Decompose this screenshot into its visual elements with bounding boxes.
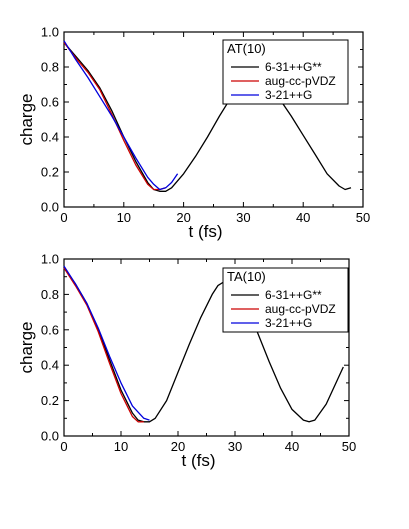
x-tick-label: 10 [114,439,128,454]
series-line-1 [63,267,344,423]
series-line-3 [63,265,150,421]
legend-label-1: 6-31++G** [265,288,322,302]
x-axis-label: t (fs) [182,451,216,470]
x-tick-label: 50 [342,439,356,454]
series-line-1 [63,42,352,192]
x-tick-label: 0 [60,439,67,454]
y-tick-label: 0.0 [41,429,59,444]
series-line-3 [63,40,179,191]
series-line-2 [63,267,144,423]
series-line-2 [63,42,166,191]
legend-box [222,39,349,105]
y-tick-label: 0.6 [41,322,59,337]
x-tick-label: 50 [356,210,370,225]
x-tick-label: 30 [228,439,242,454]
x-tick-label: 20 [171,439,185,454]
y-tick-label: 0.4 [41,358,59,373]
panel-ta10: 0 10 20 30 40 50 0.0 0.2 0.4 0.6 0.8 1.0 t (fs) charg… [17,252,356,471]
y-tick-label: 0.6 [41,95,59,110]
panel-at10: 0 10 20 30 40 50 0.0 0.2 0.4 0.6 0.8 1.0 t (fs) charg… [17,25,370,242]
legend-label-2: aug-cc-pVDZ [265,302,336,316]
legend-label-3: 3-21++G [265,316,312,330]
x-tick-label: 40 [285,439,299,454]
legend-label-2: aug-cc-pVDZ [265,74,336,88]
y-tick-label: 1.0 [41,25,59,40]
x-tick-label: 30 [236,210,250,225]
x-tick-label: 0 [60,210,67,225]
y-tick-label: 0.8 [41,287,59,302]
x-tick-label: 40 [296,210,310,225]
legend-label-1: 6-31++G** [265,60,322,74]
y-tick-label: 1.0 [41,252,59,267]
x-tick-label: 10 [117,210,131,225]
legend-title: AT(10) [227,41,266,56]
legend-title: TA(10) [227,269,266,284]
y-axis-label: charge [17,322,36,374]
x-tick-label: 20 [176,210,190,225]
x-axis-label: t (fs) [189,222,223,241]
y-axis-label: charge [17,94,36,146]
y-tick-label: 0.2 [41,393,59,408]
y-tick-label: 0.2 [41,165,59,180]
y-tick-label: 0.4 [41,130,59,145]
legend-box [222,267,349,333]
legend-label-3: 3-21++G [265,88,312,102]
y-tick-label: 0.0 [41,200,59,215]
y-tick-label: 0.8 [41,60,59,75]
